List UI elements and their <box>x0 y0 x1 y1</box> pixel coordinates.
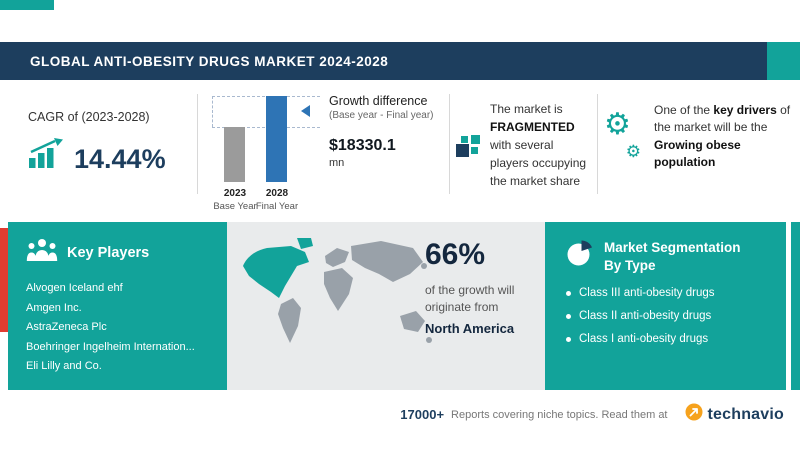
growth-difference-unit: mn <box>329 157 345 169</box>
bar-year: 2023 <box>223 188 247 199</box>
footer-text: Reports covering niche topics. Read them… <box>451 408 668 421</box>
segment-label: Class I anti-obesity drugs <box>579 333 709 346</box>
growth-difference-sublabel: (Base year - Final year) <box>329 110 434 121</box>
key-driver-block: ⚙ ⚙ One of the key drivers of the market… <box>604 102 792 172</box>
divider <box>449 94 450 194</box>
right-accent-bar <box>791 222 800 390</box>
gear-small-icon: ⚙ <box>625 141 641 161</box>
growth-bar-chart: 2023 Base Year 2028 Final Year Growth di… <box>205 88 450 212</box>
segment-item: Class II anti-obesity drugs <box>566 310 774 322</box>
regional-text-line: originate from <box>425 300 499 315</box>
bar-label-2028: 2028 Final Year <box>249 188 305 212</box>
growth-difference-block: Growth difference (Base year - Final yea… <box>329 94 444 169</box>
key-players-list: Alvogen Iceland ehf Amgen Inc. AstraZene… <box>26 279 215 377</box>
cagr-block: CAGR of (2023-2028) 14.44% <box>28 110 193 173</box>
divider <box>197 94 198 194</box>
technavio-wordmark: technavio <box>707 405 784 423</box>
regional-growth-text: 66% of the growth will originate from No… <box>425 240 539 336</box>
pie-chart-icon <box>566 239 594 272</box>
segment-label: Class II anti-obesity drugs <box>579 310 712 323</box>
world-map <box>243 238 432 343</box>
regional-growth-panel: 66% of the growth will originate from No… <box>227 222 545 390</box>
key-player-item: Eli Lilly and Co. <box>26 360 102 372</box>
segmentation-list: Class III anti-obesity drugs Class II an… <box>566 287 774 345</box>
bullet-dot <box>566 336 571 342</box>
key-driver-bold: key drivers <box>713 103 777 117</box>
header-bar: GLOBAL ANTI-OBESITY DRUGS MARKET 2024-20… <box>0 42 800 80</box>
growth-trend-icon <box>28 138 64 173</box>
market-structure-text: The market is FRAGMENTED with several pl… <box>490 100 591 190</box>
reports-count: 17000+ <box>400 407 445 422</box>
segmentation-title: Market Segmentation By Type <box>604 240 741 273</box>
fragmented-text-post: with several players occupying the marke… <box>490 138 587 188</box>
key-driver-text: One of the key drivers of the market wil… <box>654 102 792 172</box>
technavio-arrow-icon <box>685 403 703 426</box>
regional-percent: 66% <box>425 238 486 271</box>
segment-label: Class III anti-obesity drugs <box>579 287 715 300</box>
bar-2028 <box>266 96 287 182</box>
segmentation-header: Market Segmentation By Type <box>566 239 774 274</box>
divider <box>597 94 598 194</box>
left-accent-bar <box>0 228 8 332</box>
key-driver-highlight: Growing obese population <box>654 137 741 170</box>
header-accent-bar <box>767 42 800 80</box>
bullet-dot <box>566 290 571 296</box>
header-main: GLOBAL ANTI-OBESITY DRUGS MARKET 2024-20… <box>0 42 767 80</box>
growth-difference-label: Growth difference <box>329 94 428 108</box>
segment-item: Class III anti-obesity drugs <box>566 287 774 299</box>
page-title: GLOBAL ANTI-OBESITY DRUGS MARKET 2024-20… <box>30 53 389 69</box>
segment-item: Class I anti-obesity drugs <box>566 333 774 345</box>
bar-2023 <box>224 127 245 182</box>
cagr-row: 14.44% <box>28 138 193 173</box>
fragmented-text-pre: The market is <box>490 102 563 116</box>
market-structure-block: The market is FRAGMENTED with several pl… <box>455 100 591 190</box>
key-player-item: Amgen Inc. <box>26 301 82 314</box>
key-player-item: AstraZeneca Plc <box>26 321 107 333</box>
market-share-mosaic-icon <box>455 132 481 158</box>
difference-arrow-icon <box>301 105 310 117</box>
cagr-label: CAGR of (2023-2028) <box>28 110 150 124</box>
difference-guide-line-left <box>212 96 213 127</box>
regional-text-line: of the growth will <box>425 283 515 297</box>
fragmented-highlight: FRAGMENTED <box>490 120 575 134</box>
key-player-item: Alvogen Iceland ehf <box>26 282 123 294</box>
key-driver-mid: of the market will be the <box>654 103 791 135</box>
gear-large-icon: ⚙ <box>604 107 631 141</box>
cagr-value: 14.44% <box>74 144 166 174</box>
people-group-icon <box>26 237 58 268</box>
gears-icon: ⚙ ⚙ <box>604 109 644 161</box>
segmentation-panel: Market Segmentation By Type Class III an… <box>545 222 786 390</box>
technavio-logo[interactable]: technavio <box>685 403 785 426</box>
key-players-header: Key Players <box>26 237 215 268</box>
bar-year: 2028 <box>265 188 289 199</box>
bullet-dot <box>566 313 571 319</box>
bar-caption: Base Year <box>213 201 257 212</box>
key-driver-pre: One of the <box>654 103 711 117</box>
key-players-title: Key Players <box>67 244 150 261</box>
growth-difference-value: $18330.1 <box>329 137 396 154</box>
footer: 17000+ Reports covering niche topics. Re… <box>400 403 784 426</box>
bar-caption: Final Year <box>255 201 299 212</box>
regional-region: North America <box>425 320 515 336</box>
top-accent-bar <box>0 0 54 10</box>
key-players-panel: Key Players Alvogen Iceland ehf Amgen In… <box>8 222 227 390</box>
key-player-item: Boehringer Ingelheim Internation... <box>26 340 195 353</box>
bar-label-2023: 2023 Base Year <box>207 188 263 212</box>
